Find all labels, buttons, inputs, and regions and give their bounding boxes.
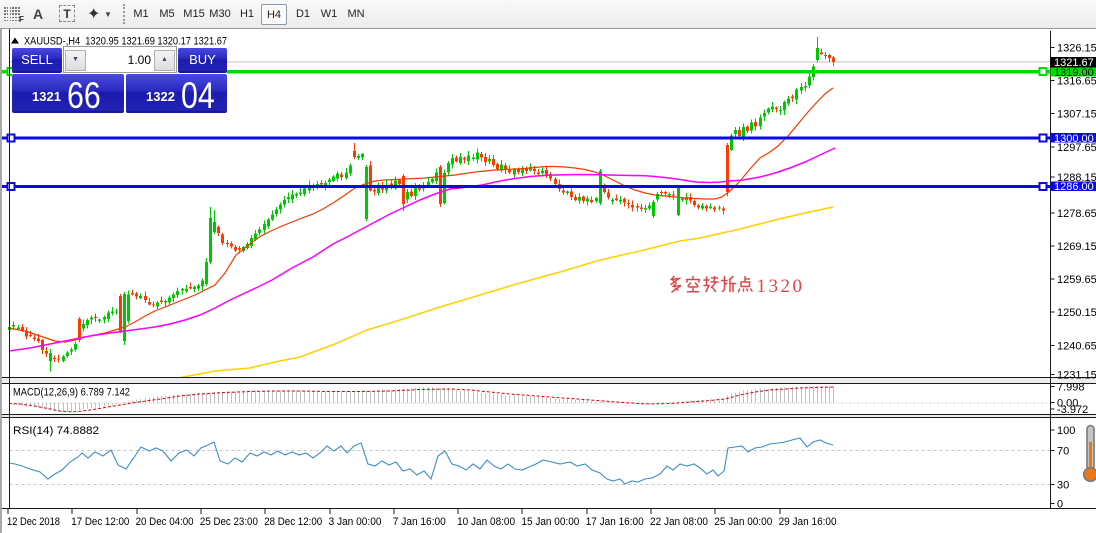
svg-text:7 Jan 16:00: 7 Jan 16:00 [393, 516, 446, 528]
svg-text:1240.65: 1240.65 [1057, 340, 1096, 352]
svg-text:20 Dec 04:00: 20 Dec 04:00 [136, 516, 194, 528]
svg-text:1320: 1320 [757, 276, 805, 297]
svg-text:1231.15: 1231.15 [1057, 370, 1096, 382]
svg-text:MACD(12,26,9) 6.789 7.142: MACD(12,26,9) 6.789 7.142 [13, 387, 130, 399]
svg-text:29 Jan 16:00: 29 Jan 16:00 [779, 516, 837, 528]
svg-text:1286.00: 1286.00 [1054, 181, 1094, 193]
svg-text:17 Dec 12:00: 17 Dec 12:00 [71, 516, 129, 528]
svg-text:15 Jan 00:00: 15 Jan 00:00 [521, 516, 579, 528]
svg-text:70: 70 [1057, 446, 1069, 458]
svg-text:3 Jan 00:00: 3 Jan 00:00 [329, 516, 382, 528]
svg-text:1297.65: 1297.65 [1057, 142, 1096, 154]
svg-text:1288.15: 1288.15 [1057, 172, 1096, 184]
svg-text:22 Jan 08:00: 22 Jan 08:00 [650, 516, 708, 528]
svg-text:0: 0 [1057, 499, 1063, 511]
svg-text:28 Dec 12:00: 28 Dec 12:00 [264, 516, 322, 528]
svg-text:1319.00: 1319.00 [1054, 67, 1094, 79]
svg-text:25 Jan 00:00: 25 Jan 00:00 [714, 516, 772, 528]
svg-text:1316.65: 1316.65 [1057, 76, 1096, 88]
svg-text:10 Jan 08:00: 10 Jan 08:00 [457, 516, 515, 528]
svg-text:1326.15: 1326.15 [1057, 43, 1096, 55]
svg-text:100: 100 [1057, 425, 1075, 437]
svg-text:7.998: 7.998 [1057, 382, 1085, 394]
svg-text:XAUUSD-,H4 1320.95 1321.69 13: XAUUSD-,H4 1320.95 1321.69 1320.17 1321.… [24, 36, 227, 48]
svg-text:1259.65: 1259.65 [1057, 274, 1096, 286]
svg-text:RSI(14) 74.8882: RSI(14) 74.8882 [13, 425, 99, 437]
svg-text:12 Dec 2018: 12 Dec 2018 [7, 516, 60, 528]
svg-text:1321.67: 1321.67 [1054, 57, 1094, 69]
svg-text:1269.15: 1269.15 [1057, 241, 1096, 253]
svg-text:1307.15: 1307.15 [1057, 109, 1096, 121]
svg-text:1278.65: 1278.65 [1057, 208, 1096, 220]
svg-text:-3.972: -3.972 [1057, 404, 1088, 416]
svg-text:1300.00: 1300.00 [1054, 133, 1094, 145]
svg-text:30: 30 [1057, 480, 1069, 492]
svg-text:17 Jan 16:00: 17 Jan 16:00 [586, 516, 644, 528]
svg-text:25 Dec 23:00: 25 Dec 23:00 [200, 516, 258, 528]
svg-text:0.00: 0.00 [1057, 398, 1078, 410]
svg-text:1250.15: 1250.15 [1057, 307, 1096, 319]
